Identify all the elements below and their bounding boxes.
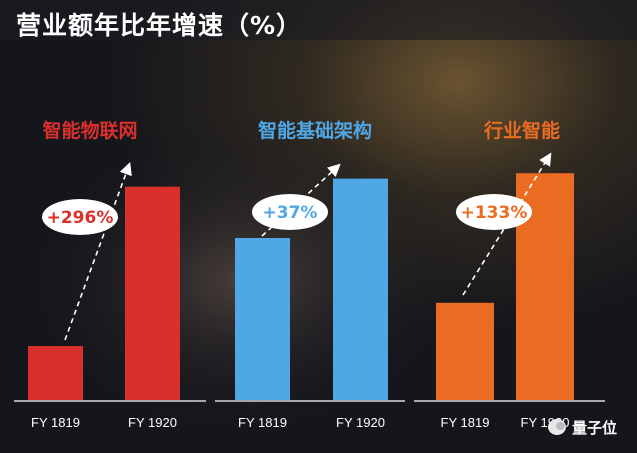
bar bbox=[28, 346, 83, 400]
growth-arrow bbox=[64, 161, 132, 341]
x-tick-label: FY 1920 bbox=[128, 415, 177, 430]
x-tick-label: FY 1920 bbox=[336, 415, 385, 430]
watermark: 量子位 bbox=[548, 416, 617, 438]
watermark-text: 量子位 bbox=[572, 418, 618, 437]
growth-label: +37% bbox=[263, 203, 318, 223]
x-tick-label: FY 1819 bbox=[238, 415, 287, 430]
bar bbox=[333, 178, 388, 400]
bar bbox=[235, 238, 290, 400]
x-tick-label: FY 1819 bbox=[441, 415, 490, 430]
x-tick-label: FY 1819 bbox=[31, 415, 80, 430]
chart-title: 行业智能 bbox=[483, 119, 560, 142]
bar bbox=[436, 302, 494, 400]
bar bbox=[125, 186, 180, 400]
wechat-logo-icon bbox=[548, 419, 566, 435]
growth-label-bubble bbox=[456, 194, 532, 230]
growth-arrow bbox=[261, 163, 341, 237]
chart-title: 智能基础架构 bbox=[258, 119, 372, 142]
growth-label-bubble bbox=[252, 194, 328, 230]
page-title: 营业额年比年增速（%） bbox=[16, 11, 303, 40]
growth-label-bubble bbox=[42, 199, 118, 235]
growth-label: +133% bbox=[461, 203, 528, 223]
chart-title: 智能物联网 bbox=[42, 119, 137, 142]
growth-label: +296% bbox=[47, 208, 114, 228]
